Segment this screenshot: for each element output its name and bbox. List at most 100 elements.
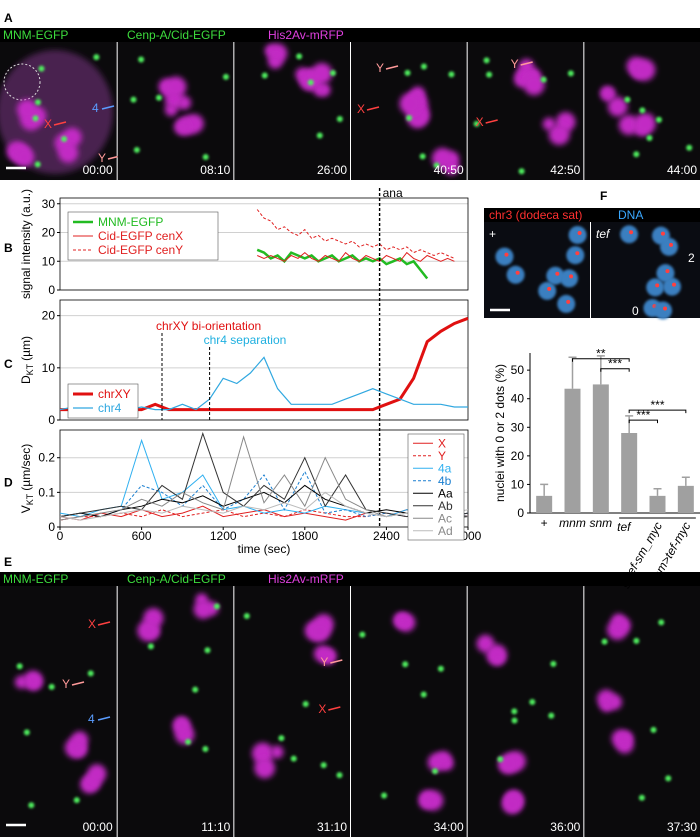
channel-label: chr3 (dodeca sat) [489, 208, 582, 222]
timestamp: 37:30 [667, 820, 697, 834]
kinetochore-dot [550, 660, 557, 667]
kinetochore-dot [155, 94, 162, 101]
y-tick-label: 10 [511, 477, 525, 491]
kinetochore-dot [437, 665, 444, 672]
significance-label: *** [650, 398, 664, 412]
annotation-arrow [485, 119, 498, 124]
y-tick-label: 0 [517, 506, 524, 520]
kinetochore-dot [138, 56, 145, 63]
kinetochore-dot [646, 135, 653, 142]
y-label-symbol: V [19, 505, 33, 513]
kinetochore-dot [518, 168, 525, 175]
frame-annotation: Y [320, 655, 328, 669]
legend-label: chrXY [98, 387, 131, 401]
chromatin-blob [193, 599, 213, 619]
nucleus [663, 277, 682, 296]
image-frame [0, 586, 117, 837]
bar [621, 433, 638, 513]
y-axis-label: signal intensity (a.u.) [19, 189, 33, 299]
legend-label: 4b [438, 474, 452, 488]
kinetochore-dot [540, 76, 547, 83]
series-line [59, 435, 469, 521]
y-label-unit: (µm/sec) [19, 444, 33, 491]
frame-annotation: Y [376, 61, 384, 75]
satellite-dot [665, 269, 670, 274]
significance-label: *** [636, 408, 650, 422]
x-tick-label: 1800 [291, 529, 318, 543]
y-axis-label: VKT (µm/sec) [19, 444, 35, 513]
error-bar [625, 415, 634, 433]
series-line [256, 209, 455, 259]
panel-letter: B [4, 241, 13, 255]
chromatin-blob [254, 757, 275, 779]
x-tick-label: 1200 [210, 529, 237, 543]
category-label: mnm [559, 516, 586, 530]
y-tick-label: 40 [511, 392, 525, 406]
nucleus [654, 301, 673, 320]
timestamp: 08:10 [200, 163, 230, 177]
y-tick-label: 10 [42, 254, 56, 268]
chromatin-blob [490, 650, 505, 665]
panel-letter: E [4, 555, 12, 569]
satellite-dot [577, 230, 582, 235]
chromatin-blob [309, 621, 331, 642]
satellite-dot [655, 283, 660, 288]
chromatin-blob [435, 751, 452, 767]
kinetochore-dot [61, 135, 68, 142]
plot-frame [59, 429, 469, 528]
kinetochore-dot [202, 746, 209, 753]
chromatin-blob [399, 92, 422, 115]
chromatin-blob [268, 54, 283, 69]
x-tick-label: 2400 [373, 529, 400, 543]
legend-label: Cid-EGFP cenY [98, 243, 183, 257]
timestamp: 36:00 [550, 820, 580, 834]
error-bar [653, 487, 662, 496]
nucleus [538, 281, 557, 300]
frame-annotation: 4 [92, 101, 99, 115]
image-background [0, 586, 117, 837]
image-frame [351, 586, 467, 837]
image-frame [117, 586, 234, 837]
chromatin-blob [633, 58, 656, 81]
y-axis-label: DKT (µm) [19, 336, 35, 384]
frame-annotation: 4 [88, 712, 95, 726]
legend-label: X [438, 436, 446, 450]
timestamp: 26:00 [317, 163, 347, 177]
chromatin-blob [634, 112, 656, 135]
series-line [59, 484, 469, 518]
kinetochore-dot [511, 717, 518, 724]
satellite-dot [669, 242, 674, 247]
kinetochore-dot [639, 107, 646, 114]
image-frame [584, 586, 700, 837]
significance-bracket [628, 419, 658, 424]
plot-frame [59, 197, 469, 291]
frame-annotation: Y [62, 677, 70, 691]
significance-label: ** [596, 347, 606, 361]
chromatin-blob [611, 613, 626, 628]
channel-label: DNA [618, 208, 643, 222]
frame-annotation: X [476, 115, 484, 129]
y-tick-label: 0.1 [38, 485, 55, 499]
group-label: tef [617, 520, 632, 534]
kinetochore-dot [243, 612, 250, 619]
panel-letter: C [4, 357, 13, 371]
legend-label: Aa [438, 486, 453, 500]
legend-label: MNM-EGFP [98, 215, 163, 229]
kinetochore-dot [38, 65, 45, 72]
timestamp: 00:00 [83, 163, 113, 177]
kinetochore-dot [336, 115, 343, 122]
nucleus [568, 225, 587, 244]
nucleus [506, 265, 525, 284]
chromatin-blob [270, 745, 284, 759]
kinetochore-dot [665, 775, 672, 782]
annotation-arrow [101, 105, 115, 110]
nucleus [620, 225, 639, 244]
image-frame [0, 42, 121, 180]
significance-bracket [600, 368, 630, 372]
channel-band [0, 572, 700, 586]
panel-letter: F [600, 189, 607, 203]
kinetochore-dot [633, 637, 640, 644]
timestamp: 40:50 [434, 163, 464, 177]
kinetochore-dot [278, 735, 285, 742]
